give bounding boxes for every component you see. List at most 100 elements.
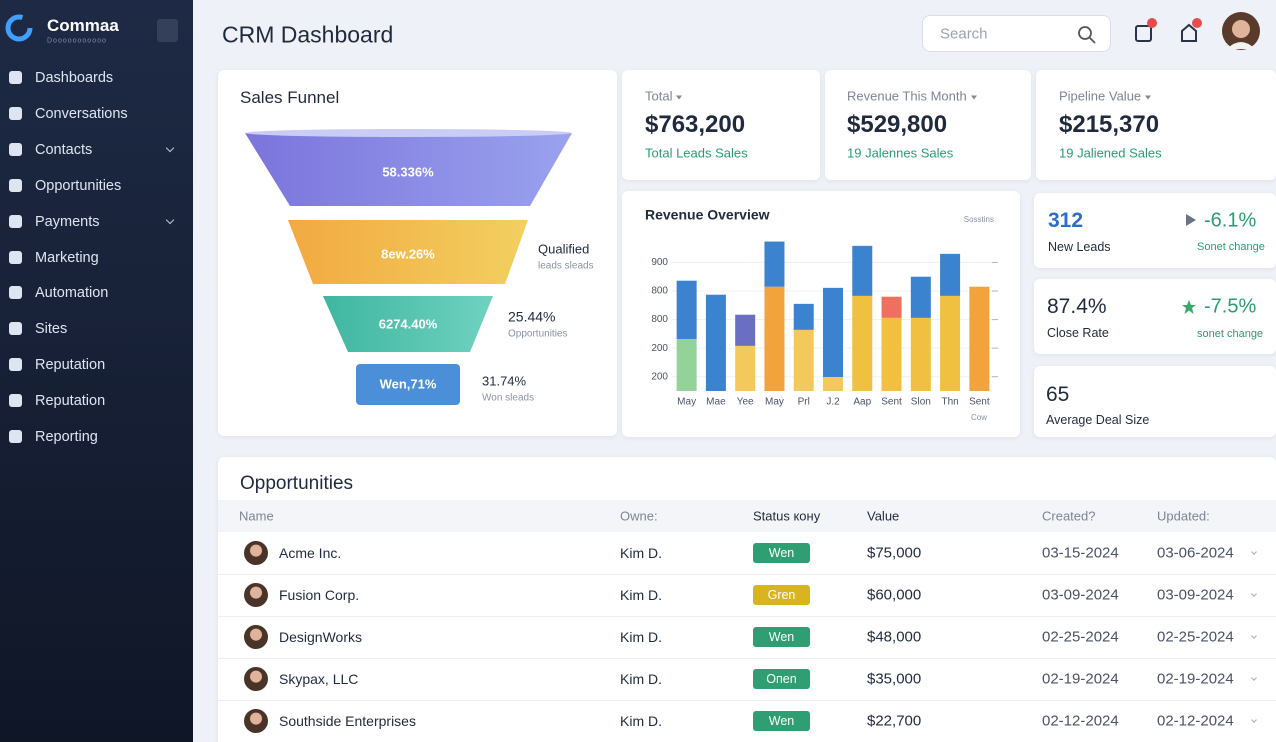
- bar-segment: [676, 280, 697, 339]
- table-cell: 03-15-2024: [1042, 544, 1119, 562]
- side-sub: Opportunities: [508, 329, 567, 340]
- side-label: 25.44%: [508, 309, 555, 325]
- column-header: Owne:: [620, 508, 658, 524]
- menu-item[interactable]: Marketing: [0, 243, 193, 273]
- menu-item[interactable]: Reputation: [0, 386, 193, 416]
- user-avatar[interactable]: [1221, 11, 1261, 51]
- stat-value: 65: [1046, 383, 1070, 406]
- row-avatar: [244, 667, 268, 691]
- opportunities-card: Opportunities Name Owne: Status кону Value C…: [218, 457, 1276, 742]
- menu-label: Conversations: [35, 105, 128, 122]
- column-header: Value: [867, 508, 900, 524]
- bar-segment: [793, 329, 814, 391]
- x-tick-label: Sent: [969, 397, 990, 408]
- side-sub: Won sleads: [482, 393, 534, 404]
- stat-change: -7.5%: [1204, 295, 1257, 318]
- x-tick-label: Slon: [911, 397, 931, 408]
- bar-segment: [793, 303, 814, 330]
- kpi-label: Revenue This Month: [847, 89, 977, 104]
- bar-segment: [705, 294, 726, 391]
- table-cell: 02-12-2024: [1042, 712, 1119, 730]
- trend-icon: [1182, 300, 1196, 314]
- sidebar: Commaa Dooooooooooo Dashboards Conversati…: [0, 0, 193, 742]
- side-label: 31.74%: [482, 373, 527, 388]
- menu-label: Reporting: [35, 429, 98, 445]
- stage-label: Wen,71%: [380, 376, 437, 391]
- stat-value: 87.4%: [1047, 295, 1107, 318]
- bar-segment: [910, 317, 931, 391]
- menu-icon: [9, 106, 22, 120]
- table-title: Opportunities: [240, 473, 354, 494]
- menu-item[interactable]: Payments: [0, 207, 193, 237]
- table-cell: $22,700: [867, 712, 922, 730]
- bar-segment: [969, 286, 990, 391]
- menu-item[interactable]: Conversations: [0, 99, 193, 129]
- bar-segment: [852, 295, 873, 391]
- menu-item[interactable]: Sites: [0, 314, 193, 344]
- bar-segment: [852, 245, 873, 296]
- menu-item[interactable]: Opportunities: [0, 171, 193, 201]
- x-note: Cow: [971, 413, 987, 422]
- table-header: [218, 500, 1276, 532]
- column-header: Updated:: [1157, 508, 1210, 524]
- menu-icon: [9, 214, 22, 228]
- stage-label: 58.336%: [382, 164, 434, 179]
- status-pill: Wen: [753, 543, 810, 563]
- status-pill: Wen: [753, 711, 810, 731]
- table-cell: $60,000: [867, 586, 922, 604]
- bar-segment: [823, 377, 843, 391]
- collapse-button[interactable]: [157, 19, 178, 42]
- y-tick-label: 800: [651, 286, 668, 297]
- table-cell: Kim D.: [620, 587, 662, 603]
- x-tick-label: May: [677, 397, 696, 408]
- kpi-value: $763,200: [645, 111, 746, 138]
- menu-icon: [9, 430, 22, 443]
- table-cell: $75,000: [867, 544, 922, 562]
- bar-segment: [735, 345, 756, 391]
- menu-icon: [9, 71, 22, 84]
- stat-label: New Leads: [1048, 240, 1111, 254]
- bar-segment: [910, 276, 931, 318]
- kpi-label-text: Pipeline Value: [1059, 88, 1142, 104]
- revenue-card: Revenue Overview Sosstins Cow 200 200 800 8…: [622, 191, 1020, 437]
- menu-item[interactable]: Dashboards: [0, 63, 193, 93]
- row-chevron: [1251, 717, 1257, 723]
- table-cell: Kim D.: [620, 545, 662, 561]
- menu-icon: [9, 286, 22, 300]
- row-chevron: [1251, 549, 1257, 555]
- kpi-label-text: Total: [645, 88, 673, 104]
- column-header: Status кону: [753, 508, 821, 524]
- table-cell: 02-12-2024: [1157, 712, 1234, 730]
- table-cell: Fusion Corp.: [279, 587, 360, 603]
- menu-item[interactable]: Reporting: [0, 422, 193, 452]
- table-cell: Kim D.: [620, 713, 662, 729]
- menu-item[interactable]: Reputation: [0, 350, 193, 380]
- side-label: Qualified: [538, 241, 589, 256]
- menu-item[interactable]: Automation: [0, 278, 193, 308]
- header-icons[interactable]: [1132, 16, 1212, 48]
- x-tick-label: Thn: [941, 397, 958, 408]
- x-tick-label: Mae: [706, 397, 726, 408]
- menu-item[interactable]: Contacts: [0, 135, 193, 165]
- table-cell: 03-09-2024: [1042, 586, 1119, 604]
- menu-label: Automation: [35, 285, 109, 302]
- stat-value: 312: [1048, 209, 1084, 232]
- bar-segment: [940, 295, 961, 391]
- stat-card: 312 New Leads -6.1% Sonet change: [1034, 193, 1276, 268]
- menu-icon: [9, 250, 22, 264]
- x-tick-label: Prl: [798, 397, 810, 408]
- kpi-value: $215,370: [1059, 111, 1160, 138]
- funnel: 58.336% 8ew.26% 6274.40% Wen,71% Qualifi…: [245, 129, 594, 405]
- stat-card: 65 Average Deal Size: [1034, 366, 1276, 437]
- column-header: Created?: [1042, 508, 1096, 524]
- search-box[interactable]: Search: [922, 15, 1111, 52]
- table-cell: Southside Enterprises: [279, 713, 416, 729]
- table-cell: DesignWorks: [279, 629, 362, 645]
- stage-label: 8ew.26%: [381, 246, 435, 261]
- kpi-label-text: Revenue This Month: [847, 88, 967, 104]
- bar-segment: [881, 317, 902, 391]
- stat-change-label: Sonet change: [1197, 241, 1265, 253]
- row-divider: [218, 616, 1276, 617]
- bar-segment: [676, 339, 697, 391]
